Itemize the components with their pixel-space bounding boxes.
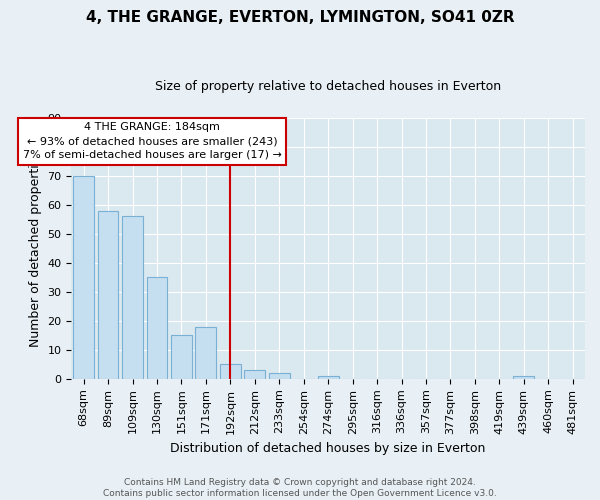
Bar (73, 176, 94, 379)
Title: Size of property relative to detached houses in Everton: Size of property relative to detached ho… (155, 80, 501, 93)
Bar (269, 373, 290, 379)
Bar (146, 278, 167, 379)
Bar (122, 216, 143, 379)
Text: 4, THE GRANGE, EVERTON, LYMINGTON, SO41 0ZR: 4, THE GRANGE, EVERTON, LYMINGTON, SO41 … (86, 10, 514, 25)
Text: Contains HM Land Registry data © Crown copyright and database right 2024.
Contai: Contains HM Land Registry data © Crown c… (103, 478, 497, 498)
Y-axis label: Number of detached properties: Number of detached properties (29, 150, 42, 347)
Bar (171, 336, 192, 379)
Text: 4 THE GRANGE: 184sqm
← 93% of detached houses are smaller (243)
7% of semi-detac: 4 THE GRANGE: 184sqm ← 93% of detached h… (23, 122, 281, 160)
Bar (98, 210, 118, 379)
Bar (318, 376, 338, 379)
X-axis label: Distribution of detached houses by size in Everton: Distribution of detached houses by size … (170, 442, 486, 455)
Bar (196, 326, 216, 379)
Bar (220, 364, 241, 379)
Bar (514, 376, 534, 379)
Bar (244, 370, 265, 379)
